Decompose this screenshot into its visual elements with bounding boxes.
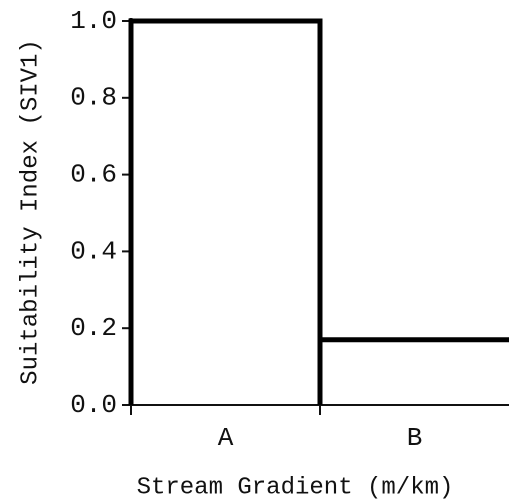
bar	[317, 337, 509, 405]
y-tick-label: 0.8	[70, 83, 117, 113]
y-tick-label: 0.6	[70, 159, 117, 189]
x-tick-label: A	[218, 423, 234, 453]
y-axis-label: Suitability Index (SIV1)	[17, 39, 44, 385]
y-tick-label: 0.4	[70, 236, 117, 266]
y-tick-label: 0.2	[70, 313, 117, 343]
bar	[128, 18, 323, 405]
y-tick-label: 1.0	[70, 6, 117, 36]
x-tick-label: B	[407, 423, 423, 453]
x-axis-label: Stream Gradient (m/km)	[137, 474, 454, 501]
y-tick-label: 0.0	[70, 390, 117, 420]
